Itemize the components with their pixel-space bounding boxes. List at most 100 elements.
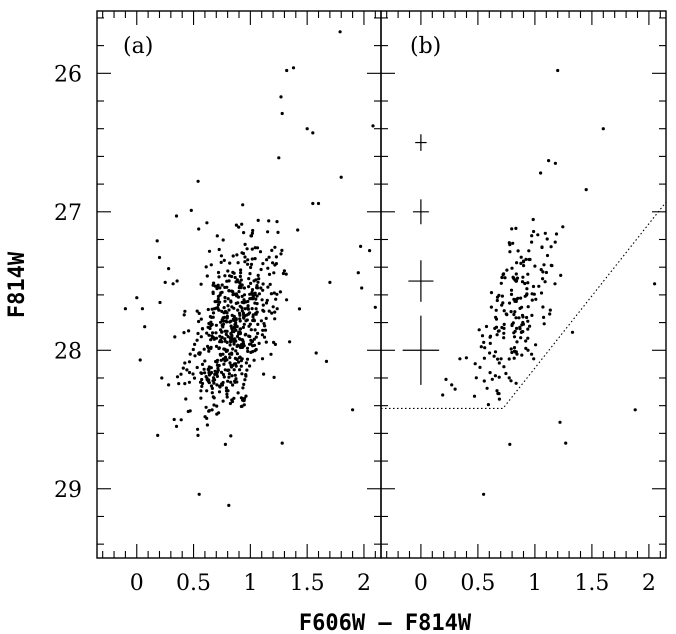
data-point (516, 296, 520, 300)
data-point (220, 283, 224, 287)
data-point (508, 442, 512, 446)
data-point (441, 393, 445, 397)
data-point (488, 335, 492, 339)
data-point (509, 310, 513, 314)
data-point (155, 239, 159, 243)
data-point (519, 296, 523, 300)
data-point (239, 286, 243, 290)
data-point (494, 308, 498, 312)
data-point (515, 340, 519, 344)
data-point (203, 415, 207, 419)
data-point (256, 218, 260, 222)
data-point (239, 271, 243, 275)
data-point (545, 237, 549, 241)
data-point (248, 342, 252, 346)
data-point (254, 335, 258, 339)
data-point (143, 325, 147, 329)
data-point (246, 258, 250, 262)
data-point (257, 292, 261, 296)
data-point (233, 275, 237, 280)
data-point (241, 203, 245, 207)
data-point (229, 337, 233, 342)
data-point (219, 353, 223, 357)
data-point (192, 376, 197, 380)
data-point (249, 262, 254, 266)
data-point (275, 220, 279, 224)
data-point (269, 352, 273, 356)
data-point (536, 233, 540, 237)
data-point (227, 279, 231, 283)
data-point (266, 266, 270, 270)
data-point (368, 249, 372, 253)
data-point (526, 281, 530, 285)
data-point (243, 333, 247, 337)
data-point (482, 356, 486, 360)
data-point (267, 272, 272, 276)
data-point (244, 373, 248, 377)
data-point (474, 376, 478, 380)
data-point (502, 331, 506, 335)
data-point (260, 333, 264, 337)
data-point (212, 403, 216, 407)
data-point (222, 311, 226, 315)
data-point (489, 305, 493, 309)
data-point (249, 338, 253, 342)
data-point (238, 331, 242, 335)
panel-b-ticks (381, 11, 666, 558)
y-tick-label: 27 (54, 201, 82, 226)
data-point (210, 391, 214, 395)
data-point (209, 370, 214, 375)
data-point (230, 289, 234, 293)
data-point (291, 66, 296, 70)
x-tick-label: 0.5 (460, 571, 495, 596)
data-point (494, 317, 499, 321)
data-point (526, 348, 530, 352)
data-point (188, 409, 192, 413)
data-point (356, 271, 360, 275)
data-point (241, 251, 246, 256)
data-point (230, 329, 234, 333)
data-point (222, 375, 226, 379)
data-point (167, 267, 171, 271)
data-point (526, 272, 530, 276)
data-point (218, 300, 222, 304)
data-point (251, 318, 255, 323)
data-point (210, 386, 214, 390)
data-point (548, 308, 552, 312)
data-point (248, 334, 252, 339)
data-point (570, 330, 575, 334)
data-point (512, 335, 517, 339)
data-point (205, 331, 209, 335)
data-point (278, 290, 282, 294)
data-point (222, 306, 226, 310)
data-point (214, 323, 218, 327)
data-point (514, 226, 518, 230)
data-point (264, 340, 268, 344)
data-point (212, 376, 216, 380)
data-point (242, 382, 246, 386)
data-point (328, 280, 332, 284)
data-point (281, 271, 285, 276)
data-point (561, 225, 565, 229)
data-point (215, 383, 219, 387)
data-point (193, 342, 197, 346)
tick-labels: 0 0.5 1 1.5 2 26 27 28 29 0 0.5 1 1.5 2 (54, 62, 656, 596)
x-tick-label: 2 (357, 571, 371, 596)
data-point (510, 322, 514, 327)
data-point (187, 370, 192, 375)
data-point (233, 373, 237, 377)
data-point (234, 349, 238, 353)
data-point (314, 351, 318, 355)
data-point (523, 281, 527, 286)
data-point (234, 318, 238, 322)
data-point (234, 223, 238, 227)
data-point (534, 343, 538, 347)
data-point (231, 347, 235, 351)
data-point (177, 382, 181, 386)
data-point (198, 352, 202, 356)
data-point (339, 175, 343, 179)
data-point (225, 285, 229, 289)
data-point (262, 372, 266, 376)
data-point (247, 277, 251, 281)
